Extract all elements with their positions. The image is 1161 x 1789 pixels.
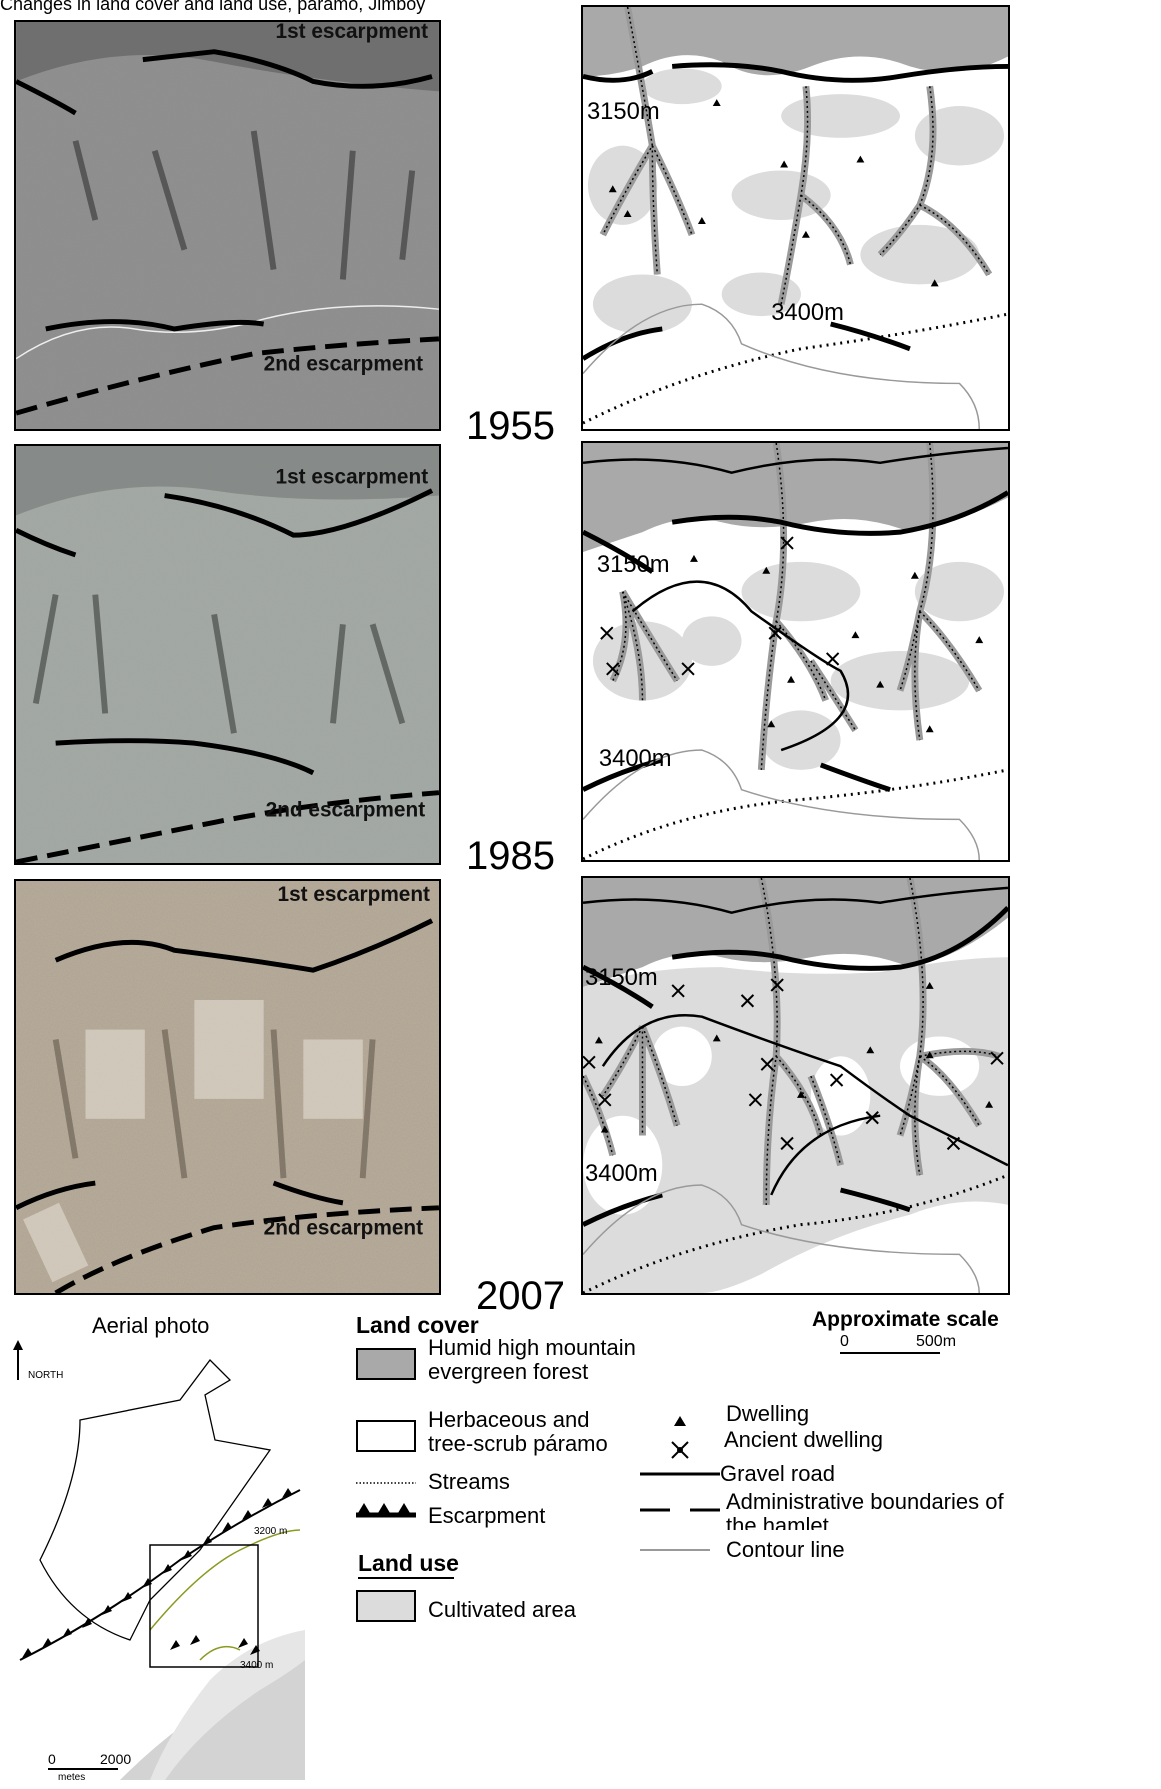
admin-boundary [54,1205,439,1293]
legend-paramo-line1: Herbaceous and [428,1407,590,1432]
swatch-forest [356,1348,416,1380]
admin-boundary [583,768,1008,860]
inset-scale-unit: metes [58,1772,86,1783]
map-panel-2007: 3150m 3400m [581,876,1010,1295]
first-escarpment-label: 1st escarpment [276,466,429,489]
legend-gravel-road: Gravel road [720,1461,835,1486]
legend-dwelling: Dwelling [726,1401,810,1426]
escarpment-line [583,62,1008,83]
admin-boundary [16,790,439,863]
inset-scale-zero: 0 [48,1751,56,1767]
legend-symbols: Approximate scale 0 500m Dwelling Ancien… [640,1300,1161,1789]
swatch-paramo [356,1420,416,1452]
altitude-label-high: 3400m [599,745,672,772]
photo-panel-1985: 1st escarpment 2nd escarpment [14,444,441,865]
ancient-dwellings [583,978,1004,1151]
map-2007: 3150m 3400m [583,878,1008,1293]
inset-title: Aerial photo [92,1313,210,1338]
map-1985: 3150m 3400m [583,443,1008,860]
altitude-label-low: 3150m [587,98,660,125]
contour-line [583,303,981,429]
dwellings [608,99,939,287]
escarpment-line [54,918,434,973]
year-label-1985: 1985 [466,834,555,878]
year-label-1955: 1955 [466,404,555,448]
legend-admin-line1: Administrative boundaries of [726,1489,1004,1514]
legend-scale-title: Approximate scale [812,1308,999,1331]
altitude-label-low: 3150m [597,551,670,578]
legend-land-use-title: Land use [358,1550,459,1576]
second-escarpment-label: 2nd escarpment [264,353,423,376]
inset-locator: Aerial photo NORTH 3200 m 3400 m 0 2000 … [0,1300,320,1789]
gravel-road [583,446,1008,474]
top-caption: Changes in land cover and land use, pára… [0,0,1161,16]
photo-1955: 1st escarpment 2nd escarpment [16,22,439,429]
second-escarpment-label: 2nd escarpment [266,798,426,821]
inset-altitude-b: 3400 m [240,1660,274,1671]
photo-panel-2007: 1st escarpment 2nd escarpment [14,879,441,1295]
legend-scale-bar [840,1352,940,1354]
admin-boundary [16,336,439,416]
legend-forest-line2: evergreen forest [428,1359,589,1384]
altitude-label-high: 3400m [585,1160,658,1187]
contour-line [583,1184,980,1293]
legend-paramo-line2: tree-scrub páramo [428,1431,608,1456]
admin-boundary [583,312,1008,425]
map-1955: 3150m 3400m [583,7,1008,429]
second-escarpment-label: 2nd escarpment [264,1217,423,1240]
photo-1985: 1st escarpment 2nd escarpment [16,446,439,863]
gravel-road [583,886,1008,914]
inset-scale-max: 2000 [100,1751,132,1767]
altitude-label-high: 3400m [771,299,844,326]
legend-land-cover-title: Land cover [356,1312,479,1338]
top-caption-text: Changes in land cover and land use, pára… [0,0,426,14]
photo-2007: 1st escarpment 2nd escarpment [16,881,439,1293]
admin-boundary [583,1173,1008,1293]
land-use-underline [358,1577,454,1579]
legend-streams: Streams [428,1469,510,1494]
escarpment-line [583,490,1008,574]
escarpment-line [142,49,433,89]
legend-ancient-dwelling: Ancient dwelling [724,1427,883,1452]
swatch-cultivated [356,1590,416,1622]
dwellings [594,981,994,1133]
inset-map [13,1340,305,1780]
legend-land: Land cover Humid high mountain evergreen… [350,1300,710,1789]
legend-admin-line2: the hamlet [726,1514,829,1530]
legend-dwelling-icon [674,1416,686,1426]
north-arrow-head-icon [13,1340,23,1350]
legend-contour: Contour line [726,1537,845,1562]
year-label-2007: 2007 [476,1274,565,1318]
dwellings [690,554,984,733]
escarpment-line [164,488,434,538]
study-area-frame [149,1544,259,1668]
legend-scale-zero: 0 [840,1333,849,1350]
ancient-dwellings [600,536,840,676]
legend-scale-max: 500m [916,1333,957,1350]
legend-escarpment: Escarpment [428,1503,546,1528]
inset-altitude-a: 3200 m [254,1526,288,1537]
first-escarpment-label: 1st escarpment [278,883,431,906]
photo-panel-1955: 1st escarpment 2nd escarpment [14,20,441,431]
legend-cultivated: Cultivated area [428,1597,576,1622]
escarpment-line [583,905,1008,1009]
inset-north-label: NORTH [28,1370,64,1381]
altitude-label-low: 3150m [585,964,658,991]
map-panel-1955: 3150m 3400m [581,5,1010,431]
legend-forest-line1: Humid high mountain [428,1335,636,1360]
contour-line [583,749,980,860]
first-escarpment-label: 1st escarpment [276,22,429,43]
map-panel-1985: 3150m 3400m [581,441,1010,862]
legend-ancient-dwelling-icon [671,1441,689,1459]
